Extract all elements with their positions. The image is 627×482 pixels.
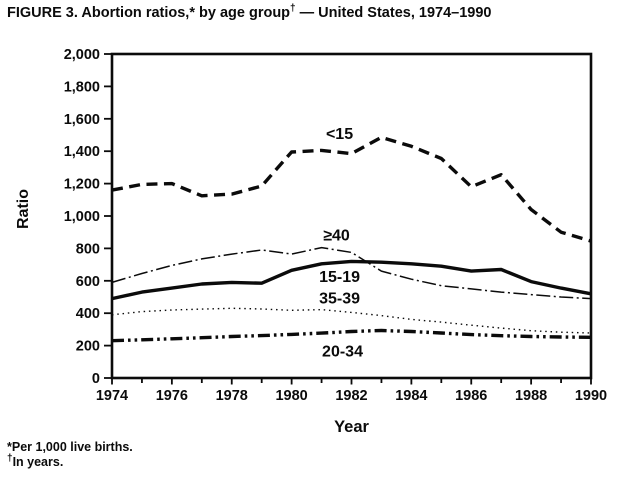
series-label-40-and-over: ≥40 <box>323 227 350 244</box>
footnote-in-years: †In years. <box>7 452 64 469</box>
y-axis: 0 200 400 600 800 1,000 1,200 1,400 1,600 1,800 2,… <box>64 47 112 387</box>
series-line-15-19 <box>111 259 592 301</box>
series-line-35-39 <box>111 307 592 334</box>
series-label-35-39: 35-39 <box>319 290 360 307</box>
series-label-20-34: 20-34 <box>322 344 363 361</box>
series-labels: <15 ≥40 15-19 35-39 20-34 <box>319 126 363 360</box>
series-line-under-15 <box>111 135 592 243</box>
footnote-2-text: In years. <box>12 455 64 469</box>
x-axis-tick-label: 1978 <box>216 388 248 404</box>
x-axis-tick-label: 1982 <box>335 388 367 404</box>
y-axis-tick-label: 2,000 <box>64 47 100 63</box>
footnote-per-1000-live-births: *Per 1,000 live births. <box>7 440 133 454</box>
footnote-1-text: Per 1,000 live births. <box>11 440 133 454</box>
footnote-asterisk-marker: * <box>7 440 12 454</box>
x-axis-tick-label: 1986 <box>455 388 487 404</box>
figure-title-text: FIGURE 3. Abortion ratios,* by age group <box>7 5 291 21</box>
y-axis-tick-label: 200 <box>76 339 100 355</box>
y-axis-tick-label: 1,200 <box>64 177 100 193</box>
series-line-20-34 <box>111 328 592 343</box>
x-axis-tick-label: 1990 <box>575 388 607 404</box>
figure-title: FIGURE 3. Abortion ratios,* by age group… <box>7 3 619 21</box>
y-axis-tick-label: 0 <box>92 371 100 387</box>
series-label-under-15: <15 <box>326 126 353 143</box>
x-axis-tick-label: 1984 <box>395 388 427 404</box>
x-axis-title: Year <box>334 418 369 436</box>
y-axis-tick-label: 1,600 <box>64 112 100 128</box>
y-axis-tick-label: 800 <box>76 241 100 257</box>
x-axis: 1974 1976 1978 1980 1982 1984 1986 1988 1990 <box>96 378 607 404</box>
figure-title-suffix: — United States, 1974–1990 <box>295 5 492 21</box>
x-axis-tick-label: 1980 <box>275 388 307 404</box>
series-lines <box>111 135 592 343</box>
series-line-40-and-over <box>111 246 592 300</box>
y-axis-tick-label: 1,000 <box>64 209 100 225</box>
y-axis-tick-label: 1,800 <box>64 79 100 95</box>
title-dagger-superscript: † <box>290 3 296 15</box>
x-axis-tick-label: 1988 <box>515 388 547 404</box>
series-label-15-19: 15-19 <box>319 269 360 286</box>
x-axis-tick-label: 1976 <box>156 388 188 404</box>
y-axis-tick-label: 400 <box>76 306 100 322</box>
x-axis-tick-label: 1974 <box>96 388 128 404</box>
footnote-dagger-marker: † <box>7 452 13 464</box>
y-axis-tick-label: 1,400 <box>64 144 100 160</box>
y-axis-tick-label: 600 <box>76 274 100 290</box>
